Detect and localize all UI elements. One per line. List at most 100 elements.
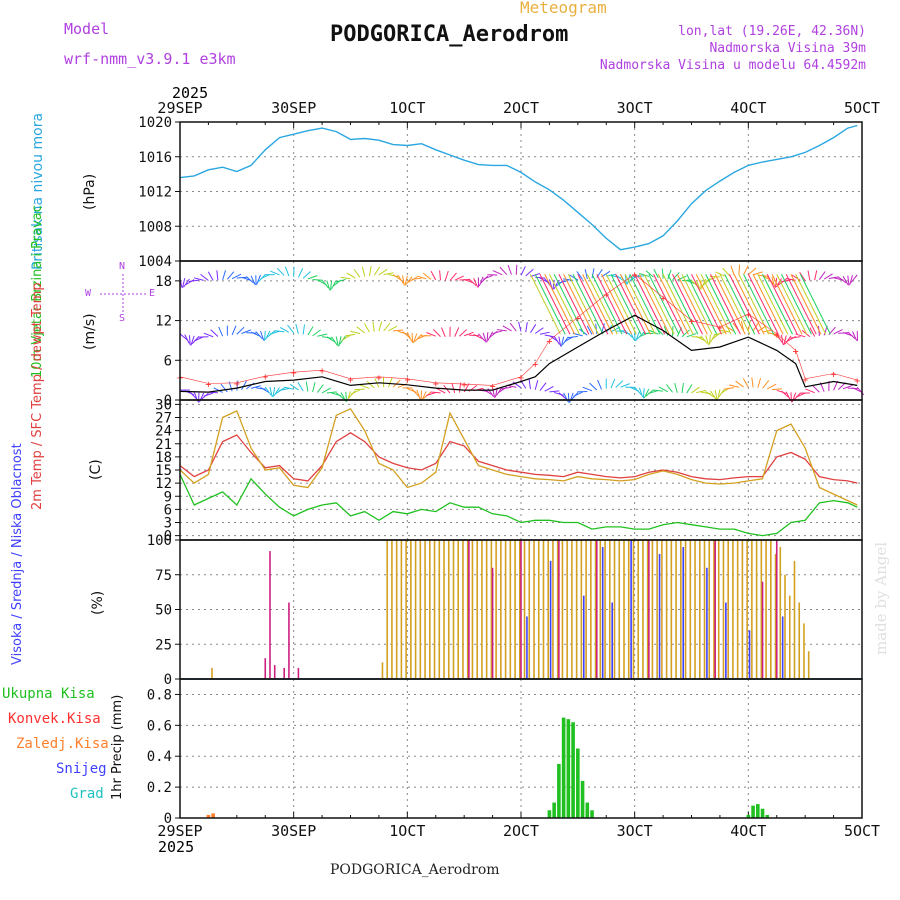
time-label-top: 2OCT [503,99,539,117]
wind-arrow [356,326,366,334]
wind-arrow [273,387,280,397]
wind-arrow [420,390,423,401]
wind-arrow [184,334,190,344]
wind-arrow-strong [743,274,775,335]
time-label-bottom: 30SEP [271,822,316,840]
wind-arrow [554,391,564,396]
wind-arrow [393,329,404,332]
wind-arrow [847,275,850,286]
wind-arrow-strong [534,274,566,335]
wind-arrow [412,333,418,344]
wind-arrow [642,388,645,399]
wind-arrow [383,272,394,276]
wind-arrow [591,268,595,279]
wind-arrow [402,275,405,286]
wind-arrow [279,326,290,333]
wind-arrow-strong [799,274,831,335]
wind-arrow [791,274,801,281]
wind-arrow [743,265,749,275]
wind-arrow [658,386,669,393]
precip-total-bar [580,780,585,818]
cloud-title: Visoka / Srednja / Niska Oblacnost [10,443,25,665]
wind-arrow [388,274,399,278]
wind-arrow [250,275,256,286]
time-label-bottom: 2OCT [503,822,539,840]
wind-arrow [260,330,265,341]
wind-arrow [183,278,190,288]
wind-arrow-strong [691,274,722,335]
wind-arrow [421,391,427,401]
wind-arrow [383,322,391,332]
wind-arrow [717,389,721,400]
y-tick-label: 24 [155,424,172,440]
wind-arrow-strong [638,274,670,335]
wind-arrow [378,321,383,332]
wind-arrow [714,331,725,336]
wind-arrow-strong [662,274,694,335]
wind-arrow [480,275,489,284]
wind-arrow [330,280,333,291]
wind-arrow [509,322,517,332]
wind-arrow [305,381,309,392]
gust-marker: + [262,372,268,383]
wind-arrow [216,270,219,281]
wind-arrow [307,326,314,336]
wind-arrow [576,271,583,280]
wind-arrow [426,392,436,397]
wind-arrow [388,325,398,332]
precip-total-bar [756,804,760,818]
precip-total-bar [746,814,751,818]
wind-arrow-strong [785,274,817,335]
wind-arrow [714,390,718,401]
wind-arrow [724,387,735,390]
wind-arrow [645,270,654,278]
wind-arrow-strong [657,274,689,335]
y-tick-label: 15 [155,463,172,479]
wind-arrow-strong [762,274,793,335]
wind-arrow [402,331,411,339]
time-label-bottom: 5OCT [844,822,880,840]
gust-marker: + [319,366,325,377]
wind-arrow [730,265,735,276]
time-label-top: 3OCT [617,99,653,117]
wind-arrow [496,329,507,332]
wind-arrow [433,329,441,337]
gust-marker: + [603,290,609,301]
wind-arrow [492,330,503,335]
wind-arrow [584,269,588,280]
wind-arrow [628,274,636,284]
wind-arrow [338,336,342,347]
wind-arrow [783,335,787,346]
wind-arrow-strong [591,274,623,335]
wind-arrow-strong [601,274,632,335]
wind-arrow [203,332,214,338]
wind-arrow-strong [539,274,571,335]
wind-arrow [193,277,204,281]
wind-arrow-strong [653,274,685,335]
wind-arrow [181,278,186,289]
precip-total-bar [585,802,590,818]
wind-arrow [422,272,432,280]
wind-arrow [635,331,640,342]
gust-marker: + [854,376,860,387]
wind-arrow [359,384,370,389]
wind-arrow [852,331,858,341]
wind-arrow [615,380,624,388]
wind-arrow [483,274,493,280]
wind-arrow [269,330,280,335]
wind-arrow [407,276,418,283]
gust-marker: + [347,375,353,386]
wind-arrow [499,266,508,275]
wind-arrow-strong [795,274,827,335]
gust-marker: + [831,370,837,381]
wind-arrow [569,392,574,403]
y-tick-label: 0.2 [147,780,172,796]
gust-marker: + [802,375,808,386]
wind-arrow [264,386,272,396]
wind-arrow [226,271,235,280]
wind-arrow [416,275,427,280]
wind-arrow [473,277,479,288]
wind-arrow [341,334,351,341]
wind-arrow-strong [634,274,666,335]
y-tick-label: 0 [164,811,172,827]
